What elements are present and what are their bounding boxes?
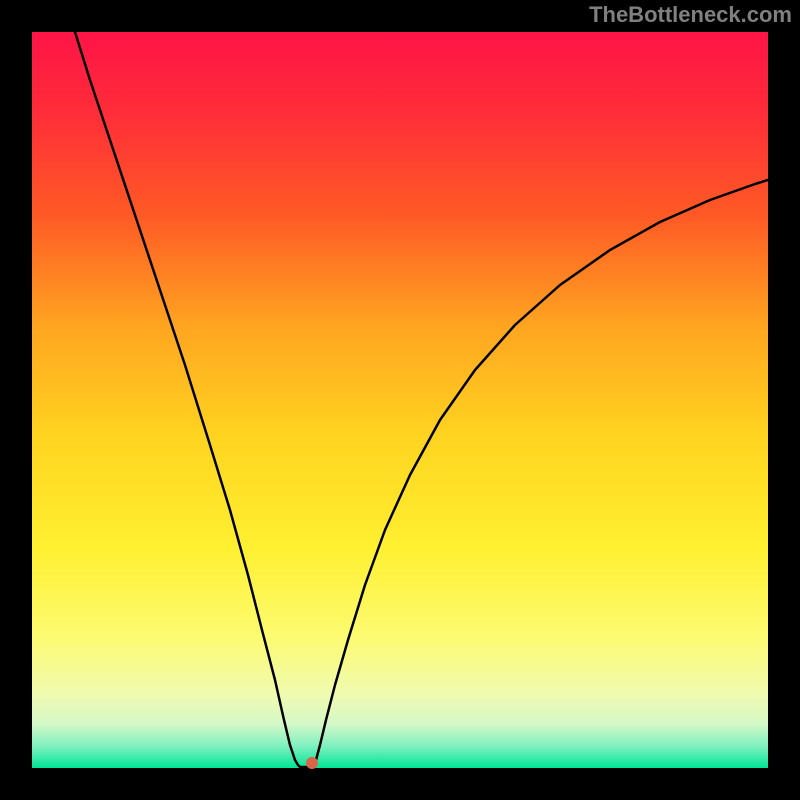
optimal-point-marker [306, 757, 318, 769]
chart-container: TheBottleneck.com [0, 0, 800, 800]
watermark-text: TheBottleneck.com [589, 2, 792, 28]
bottleneck-curve [75, 32, 768, 767]
plot-area [32, 32, 768, 768]
curve-svg [32, 32, 768, 768]
